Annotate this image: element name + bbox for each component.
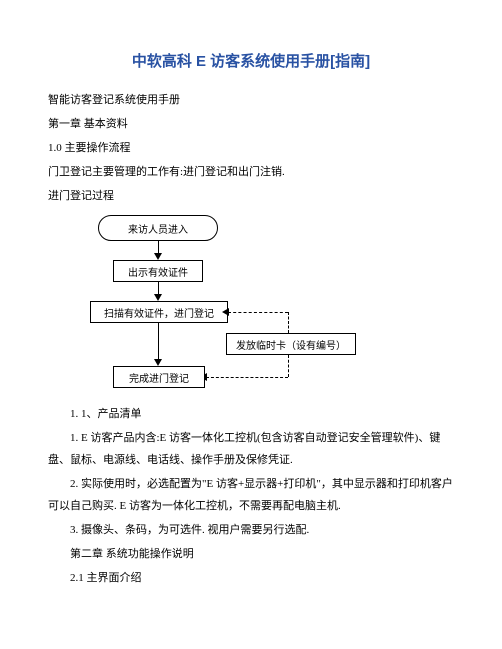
arrowhead-icon	[154, 253, 162, 260]
node-label: 完成进门登记	[129, 370, 189, 385]
flowchart-dashed-line	[288, 312, 289, 333]
page-title: 中软高科 E 访客系统使用手册[指南]	[48, 50, 454, 71]
node-label: 出示有效证件	[128, 264, 188, 279]
node-label: 发放临时卡（设有编号）	[236, 337, 346, 352]
flowchart-node-start: 来访人员进入	[98, 215, 218, 241]
flowchart-dashed-line	[206, 377, 288, 378]
arrowhead-icon	[154, 359, 162, 366]
flowchart-node: 出示有效证件	[113, 260, 203, 282]
flowchart-dashed-line	[228, 312, 288, 313]
subtitle-line: 智能访客登记系统使用手册	[48, 89, 454, 111]
body-text: 门卫登记主要管理的工作有:进门登记和出门注销.	[48, 161, 454, 183]
document-page: 中软高科 E 访客系统使用手册[指南] 智能访客登记系统使用手册 第一章 基本资…	[0, 0, 502, 611]
flowchart-diagram: 来访人员进入 出示有效证件 扫描有效证件，进门登记 发放临时卡（设有编号）	[78, 215, 358, 395]
arrowhead-icon	[154, 294, 162, 301]
flowchart-node: 扫描有效证件，进门登记	[90, 301, 228, 323]
body-text: 3. 摄像头、条码，为可选件. 视用户需要另行选配.	[48, 519, 454, 541]
arrowhead-icon	[222, 308, 229, 316]
body-text: 进门登记过程	[48, 185, 454, 207]
flowchart-node-end: 完成进门登记	[113, 366, 205, 388]
flowchart-arrow	[158, 323, 159, 361]
body-text: 1. E 访客产品内含:E 访客一体化工控机(包含访客自动登记安全管理软件)、键…	[48, 427, 454, 471]
chapter-heading: 第二章 系统功能操作说明	[48, 543, 454, 565]
body-text: 1. 1、产品清单	[48, 403, 454, 425]
flowchart-node-side: 发放临时卡（设有编号）	[226, 333, 356, 355]
flowchart-dashed-line	[288, 355, 289, 377]
node-label: 扫描有效证件，进门登记	[104, 305, 214, 320]
section-heading: 1.0 主要操作流程	[48, 137, 454, 159]
section-heading: 2.1 主界面介绍	[48, 567, 454, 589]
body-text: 2. 实际使用时，必选配置为"E 访客+显示器+打印机"，其中显示器和打印机客户…	[48, 473, 454, 517]
node-label: 来访人员进入	[128, 221, 188, 236]
chapter-heading: 第一章 基本资料	[48, 113, 454, 135]
